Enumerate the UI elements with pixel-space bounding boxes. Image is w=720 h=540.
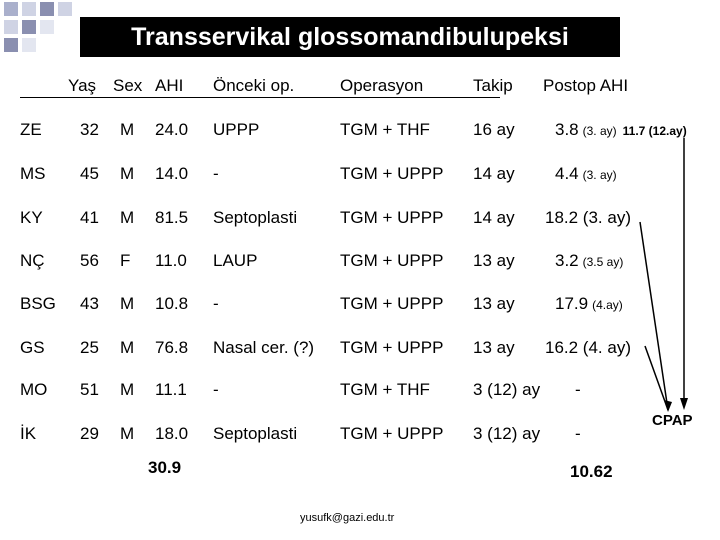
row-age: 29 — [80, 424, 99, 443]
row-ahi: 11.1 — [155, 380, 187, 399]
row-postop-extra: 11.7 (12.ay) — [622, 124, 687, 138]
header-operation: Operasyon — [340, 76, 424, 95]
row-sex: M — [120, 338, 135, 357]
row-sex: M — [120, 294, 135, 313]
row-followup: 3 (12) ay — [473, 380, 541, 399]
row-followup: 16 ay — [473, 120, 515, 139]
row-prev-op: - — [213, 380, 219, 399]
row-ahi: 14.0 — [155, 164, 189, 183]
row-operation: TGM + THF — [340, 380, 430, 399]
row-name: BSG — [20, 294, 56, 313]
row-postop-ahi: - — [575, 380, 581, 400]
row-followup: 14 ay — [473, 208, 515, 227]
row-age: 32 — [80, 120, 99, 139]
row-postop-value: 3.8 — [555, 120, 579, 139]
row-sex: F — [120, 251, 131, 270]
row-followup: 13 ay — [473, 251, 515, 270]
row-sex: M — [120, 164, 135, 183]
header-underline — [20, 97, 500, 98]
row-prev-op: - — [213, 294, 219, 313]
row-prev-op: Septoplasti — [213, 208, 298, 227]
header-sex: Sex — [113, 76, 143, 95]
row-postop-ahi: 17.9 (4.ay) — [555, 294, 623, 314]
row-operation: TGM + THF — [340, 120, 430, 139]
row-ahi: 24.0 — [155, 120, 189, 139]
row-age: 43 — [80, 294, 99, 313]
row-operation: TGM + UPPP — [340, 294, 444, 313]
row-prev-op: Nasal cer. (?) — [213, 338, 315, 357]
row-name: KY — [20, 208, 43, 227]
row-name: ZE — [20, 120, 42, 139]
row-postop-value: 4.4 — [555, 164, 579, 183]
row-ahi: 11.0 — [155, 251, 187, 270]
row-postop-value: 18.2 (3. ay) — [545, 208, 631, 227]
row-prev-op: UPPP — [213, 120, 260, 139]
row-operation: TGM + UPPP — [340, 251, 444, 270]
row-operation: TGM + UPPP — [340, 208, 444, 227]
row-postop-ahi: 4.4 (3. ay) — [555, 164, 617, 184]
row-postop-value: 16.2 (4. ay) — [545, 338, 631, 357]
row-sex: M — [120, 120, 135, 139]
row-postop-ahi: - — [575, 424, 581, 444]
row-postop-value: - — [575, 380, 581, 399]
footer-email: yusufk@gazi.edu.tr — [300, 512, 395, 524]
row-age: 45 — [80, 164, 99, 183]
row-postop-value: - — [575, 424, 581, 443]
row-postop-value: 17.9 — [555, 294, 589, 313]
row-ahi: 81.5 — [155, 208, 189, 227]
row-followup: 14 ay — [473, 164, 515, 183]
header-followup: Takip — [473, 76, 513, 95]
row-sex: M — [120, 380, 135, 399]
row-age: 51 — [80, 380, 99, 399]
row-followup: 3 (12) ay — [473, 424, 541, 443]
row-sex: M — [120, 208, 135, 227]
row-postop-note: (4.ay) — [592, 298, 623, 312]
header-postop-ahi: Postop AHI — [543, 76, 629, 95]
row-postop-note: (3. ay) — [582, 168, 617, 182]
header-prev-op: Önceki op. — [213, 76, 295, 95]
row-postop-value: 3.2 — [555, 251, 579, 270]
row-age: 56 — [80, 251, 99, 270]
row-operation: TGM + UPPP — [340, 338, 444, 357]
row-followup: 13 ay — [473, 338, 515, 357]
header-ahi: AHI — [155, 76, 184, 95]
row-prev-op: Septoplasti — [213, 424, 298, 443]
row-postop-ahi: 3.8 (3. ay) 11.7 (12.ay) — [555, 120, 687, 140]
row-name: NÇ — [20, 251, 45, 270]
row-operation: TGM + UPPP — [340, 424, 444, 443]
row-ahi: 76.8 — [155, 338, 189, 357]
row-postop-note: (3.5 ay) — [582, 255, 624, 269]
row-postop-note: (3. ay) — [582, 124, 617, 138]
header-age: Yaş — [68, 76, 97, 95]
row-name: MS — [20, 164, 46, 183]
row-operation: TGM + UPPP — [340, 164, 444, 183]
row-postop-ahi: 16.2 (4. ay) — [545, 338, 631, 358]
row-prev-op: - — [213, 164, 219, 183]
row-name: GS — [20, 338, 45, 357]
average-ahi: 30.9 — [148, 458, 182, 477]
row-postop-ahi: 18.2 (3. ay) — [545, 208, 631, 228]
row-ahi: 10.8 — [155, 294, 189, 313]
row-age: 41 — [80, 208, 99, 227]
row-name: İK — [20, 424, 37, 443]
row-name: MO — [20, 380, 48, 399]
average-postop-ahi: 10.62 — [570, 462, 613, 481]
row-age: 25 — [80, 338, 99, 357]
row-ahi: 18.0 — [155, 424, 189, 443]
slide-title: Transservikal glossomandibulupeksi — [80, 17, 620, 57]
row-postop-ahi: 3.2 (3.5 ay) — [555, 251, 623, 271]
row-prev-op: LAUP — [213, 251, 258, 270]
cpap-label: CPAP — [652, 412, 693, 429]
row-sex: M — [120, 424, 135, 443]
row-followup: 13 ay — [473, 294, 515, 313]
